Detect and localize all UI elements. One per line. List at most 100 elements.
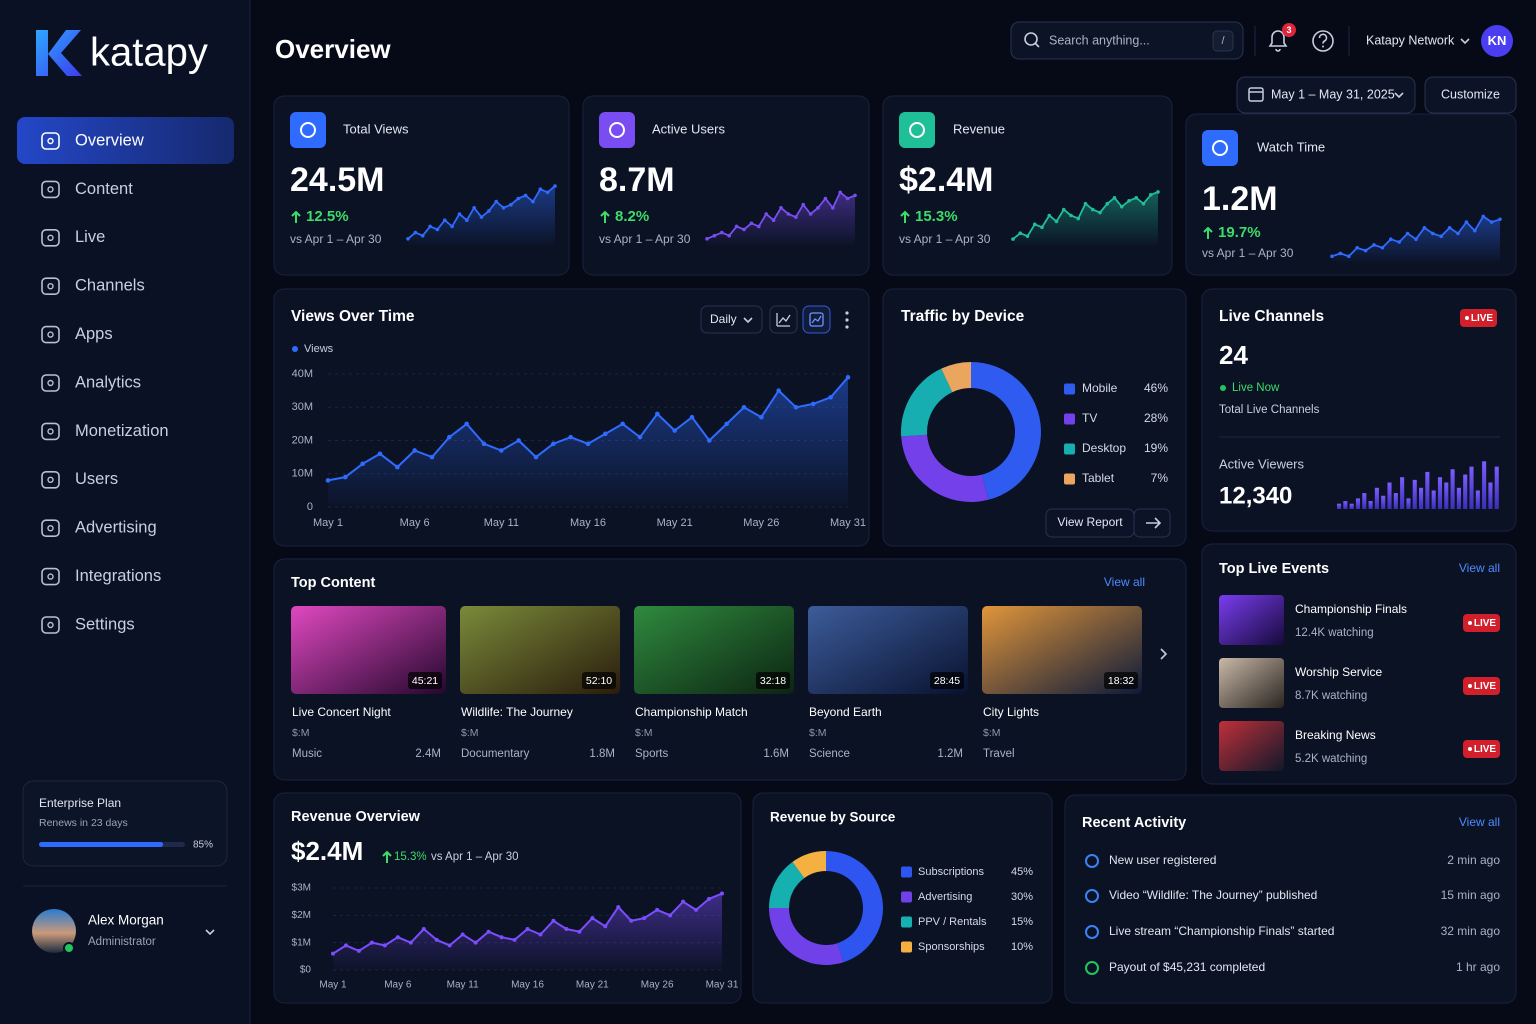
viewer-bar: [1362, 493, 1367, 509]
sparkline-point: [816, 206, 820, 210]
nav-item[interactable]: Integrations: [41, 567, 161, 586]
viewers-value: 12,340: [1219, 482, 1292, 509]
date-range: May 1 – May 31, 2025: [1271, 87, 1395, 101]
views-point: [759, 414, 764, 420]
content-meta: $:M: [292, 727, 310, 739]
revenue-point: [486, 929, 491, 934]
event-item[interactable]: Breaking News 5.2K watching: [1219, 721, 1376, 771]
viewer-bar: [1475, 490, 1480, 509]
nav-icon: [47, 476, 54, 483]
sparkline-point: [1481, 214, 1485, 219]
date-range-button[interactable]: [1236, 76, 1416, 114]
content-item[interactable]: 18:32 City Lights $:M Travel: [982, 606, 1142, 760]
donut-slice: [901, 368, 953, 437]
nav-item[interactable]: Analytics: [41, 373, 141, 392]
views-point: [551, 441, 556, 447]
revenue-point: [395, 935, 400, 940]
x-tick-label: May 21: [657, 517, 693, 529]
sparkline-point: [1054, 219, 1059, 224]
card-title: Recent Activity: [1082, 815, 1186, 831]
nav-label: Analytics: [75, 373, 141, 391]
nav-item[interactable]: Advertising: [41, 519, 157, 538]
viewer-bar: [1412, 479, 1417, 509]
sparkline-point: [1156, 190, 1160, 194]
nav-item[interactable]: Live: [41, 228, 105, 247]
nav-item[interactable]: Content: [41, 180, 133, 199]
event-item[interactable]: Worship Service 8.7K watching: [1219, 658, 1382, 708]
x-tick-label: May 6: [400, 517, 430, 529]
sparkline-point: [801, 202, 805, 207]
user-menu[interactable]: [205, 929, 215, 936]
kpi-change: 19.7%: [1218, 224, 1261, 241]
nav-icon: [41, 277, 60, 296]
sparkline-point: [1405, 231, 1410, 236]
chart-type-button[interactable]: [769, 305, 798, 334]
views-point: [637, 434, 643, 440]
viewer-bar: [1494, 466, 1499, 509]
nav-icon: [47, 186, 54, 193]
revenue-point: [421, 927, 426, 931]
help-icon[interactable]: [1312, 30, 1334, 52]
sparkline-point: [794, 215, 798, 219]
x-tick-label: May 11: [447, 980, 479, 991]
viewer-bar: [1463, 474, 1468, 509]
nav-item[interactable]: Settings: [41, 615, 135, 634]
next-button[interactable]: [1160, 648, 1168, 660]
bell-icon[interactable]: [1268, 30, 1288, 52]
kpi-value: 1.2M: [1202, 180, 1278, 218]
view-all-link[interactable]: View all: [1459, 561, 1500, 575]
revenue-point: [512, 937, 517, 942]
nav-item[interactable]: Channels: [41, 277, 145, 296]
account-avatar[interactable]: [1481, 25, 1513, 57]
nav-icon: [41, 519, 60, 538]
revenue-point: [577, 929, 582, 934]
more-menu[interactable]: [845, 318, 849, 322]
account-menu[interactable]: [1460, 38, 1470, 45]
nav-icon: [47, 428, 54, 435]
search-box[interactable]: [1010, 21, 1244, 60]
customize-button[interactable]: [1424, 76, 1517, 114]
account-initials: KN: [1488, 33, 1507, 48]
sparkline-point: [465, 218, 469, 222]
views-point: [724, 421, 729, 427]
sparkline-point: [749, 221, 754, 226]
nav-label: Live: [75, 228, 105, 246]
thumbnail: [808, 606, 968, 694]
content-item[interactable]: 32:18 Championship Match $:M Sports 1.6M: [634, 606, 794, 760]
nav-icon: [47, 234, 54, 242]
sparkline-point: [1473, 228, 1477, 233]
sparkline-point: [1456, 231, 1460, 236]
view-all-link[interactable]: View all: [1104, 575, 1145, 589]
nav-item[interactable]: Monetization: [41, 422, 169, 441]
y-tick-label: 30M: [292, 401, 313, 413]
revenue-point: [343, 943, 348, 948]
nav-item[interactable]: Overview: [17, 117, 234, 164]
more-menu[interactable]: [845, 325, 849, 329]
more-menu[interactable]: [845, 311, 849, 315]
view-all-link[interactable]: View all: [1459, 815, 1500, 829]
nav-item[interactable]: Users: [41, 470, 118, 489]
sparkline-point: [1127, 198, 1131, 203]
data-label: 7%: [1151, 471, 1169, 485]
y-tick-label: 40M: [292, 368, 313, 380]
content-title: Wildlife: The Journey: [461, 705, 573, 719]
interval-dropdown[interactable]: [700, 305, 763, 334]
event-item[interactable]: Championship Finals 12.4K watching: [1219, 595, 1407, 645]
duration-badge: [1104, 672, 1138, 689]
card-title: Views Over Time: [291, 308, 415, 325]
up-arrow: [600, 210, 610, 223]
help-icon: [1322, 45, 1324, 48]
content-item[interactable]: 52:10 Wildlife: The Journey $:M Documentary…: [460, 606, 620, 760]
nav-item[interactable]: Apps: [41, 325, 113, 344]
account-name[interactable]: Katapy Network: [1366, 33, 1455, 47]
y-tick-label: 10M: [292, 468, 313, 480]
content-item[interactable]: 45:21 Live Concert Night $:M Music 2.4M: [291, 606, 446, 760]
arrow-icon: [1146, 517, 1162, 529]
kpi-change: 12.5%: [306, 208, 349, 225]
content-item[interactable]: 28:45 Beyond Earth $:M Science 1.2M: [808, 606, 968, 760]
revenue-point: [356, 948, 361, 953]
up-arrow: [1203, 226, 1213, 239]
donut-slice: [826, 851, 883, 963]
x-tick-label: May 1: [319, 980, 347, 991]
views-point: [568, 434, 573, 440]
